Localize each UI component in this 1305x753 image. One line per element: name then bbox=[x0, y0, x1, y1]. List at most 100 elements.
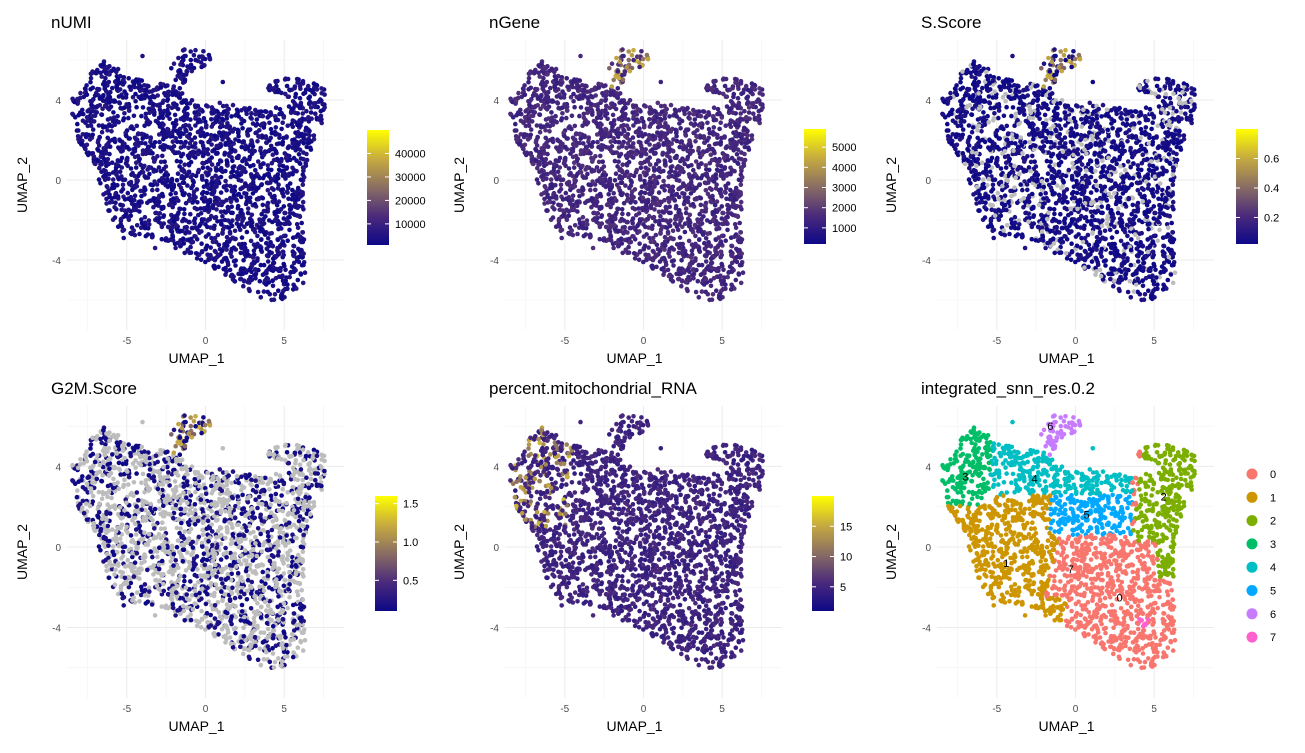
data-point bbox=[163, 144, 168, 149]
data-point bbox=[709, 152, 714, 157]
data-point bbox=[278, 168, 283, 173]
data-point bbox=[695, 196, 700, 201]
data-point bbox=[185, 113, 190, 118]
data-point bbox=[677, 145, 682, 150]
data-point bbox=[196, 213, 201, 218]
data-point bbox=[549, 110, 554, 115]
data-point bbox=[700, 221, 705, 226]
data-point bbox=[152, 159, 157, 164]
data-point bbox=[699, 203, 704, 208]
data-point bbox=[740, 141, 745, 146]
data-point bbox=[610, 185, 615, 190]
data-point bbox=[719, 241, 724, 246]
data-point bbox=[175, 178, 180, 183]
data-point bbox=[739, 166, 744, 171]
data-point bbox=[283, 92, 288, 97]
data-point bbox=[1152, 204, 1157, 209]
data-point bbox=[737, 178, 742, 183]
data-point bbox=[147, 222, 152, 227]
data-point bbox=[298, 161, 303, 166]
colorbar-tick-label: 3000 bbox=[832, 183, 856, 195]
data-point bbox=[298, 96, 303, 101]
data-point bbox=[315, 87, 320, 92]
data-point bbox=[710, 86, 715, 91]
data-point bbox=[567, 214, 572, 219]
data-point bbox=[253, 112, 258, 117]
data-point bbox=[600, 173, 605, 178]
data-point bbox=[176, 56, 181, 61]
data-point bbox=[291, 99, 296, 104]
data-point bbox=[732, 205, 737, 210]
data-point bbox=[712, 179, 717, 184]
data-point bbox=[666, 140, 671, 145]
data-point bbox=[134, 105, 139, 110]
data-point bbox=[118, 138, 123, 143]
data-point bbox=[671, 258, 676, 263]
data-point bbox=[195, 187, 200, 192]
data-point bbox=[722, 134, 727, 139]
data-point bbox=[156, 212, 161, 217]
data-point bbox=[276, 186, 281, 191]
data-point bbox=[274, 179, 279, 184]
data-point bbox=[704, 207, 709, 212]
data-point bbox=[267, 250, 272, 255]
data-point bbox=[675, 173, 680, 178]
data-point bbox=[620, 251, 625, 256]
data-point bbox=[557, 189, 562, 194]
data-point bbox=[657, 210, 662, 215]
data-point bbox=[662, 188, 667, 193]
data-point bbox=[680, 266, 685, 271]
data-point bbox=[161, 214, 166, 219]
data-point bbox=[136, 200, 141, 205]
data-point bbox=[692, 123, 697, 128]
data-point bbox=[263, 214, 268, 219]
data-point bbox=[194, 225, 199, 230]
data-point bbox=[651, 236, 656, 241]
data-point bbox=[181, 124, 186, 129]
data-point bbox=[563, 103, 568, 108]
data-point bbox=[664, 107, 669, 112]
data-point bbox=[174, 223, 179, 228]
data-point bbox=[568, 184, 573, 189]
data-point bbox=[551, 215, 556, 220]
data-point bbox=[298, 235, 303, 240]
data-point bbox=[726, 207, 731, 212]
data-point bbox=[523, 109, 528, 114]
data-point bbox=[668, 236, 673, 241]
data-point bbox=[122, 228, 127, 233]
data-point bbox=[179, 154, 184, 159]
data-point bbox=[535, 123, 540, 128]
data-point bbox=[267, 121, 272, 126]
data-point bbox=[710, 297, 715, 302]
data-point bbox=[560, 111, 565, 116]
data-point bbox=[181, 192, 186, 197]
data-point bbox=[579, 148, 584, 153]
data-point bbox=[108, 116, 113, 121]
data-point bbox=[205, 244, 210, 249]
data-point bbox=[737, 156, 742, 161]
data-point bbox=[270, 161, 275, 166]
data-point bbox=[236, 134, 241, 139]
data-point bbox=[300, 191, 305, 196]
data-point bbox=[631, 123, 636, 128]
data-point bbox=[712, 125, 717, 130]
data-point bbox=[262, 209, 267, 214]
data-point bbox=[574, 131, 579, 136]
data-point bbox=[135, 184, 140, 189]
data-point bbox=[729, 99, 734, 104]
data-point bbox=[562, 158, 567, 163]
data-point bbox=[264, 241, 269, 246]
data-point bbox=[267, 113, 272, 118]
data-point bbox=[157, 140, 162, 145]
data-point bbox=[93, 161, 98, 166]
data-point bbox=[213, 196, 218, 201]
data-point bbox=[607, 66, 612, 71]
data-point bbox=[205, 191, 210, 196]
data-point bbox=[296, 130, 301, 135]
data-point bbox=[1027, 132, 1032, 137]
data-point bbox=[244, 202, 249, 207]
y-axis-label: UMAP_2 bbox=[451, 157, 467, 213]
data-point bbox=[624, 146, 629, 151]
data-point bbox=[676, 228, 681, 233]
data-point bbox=[185, 70, 190, 75]
